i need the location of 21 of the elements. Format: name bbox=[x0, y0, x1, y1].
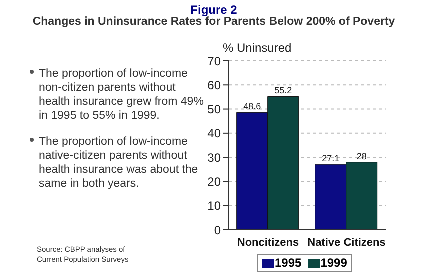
y-tick-label: 60 bbox=[208, 78, 222, 92]
y-tick-label: 40 bbox=[208, 126, 222, 141]
text: The proportion of low-income native-citizen parents without health insurance was about the same in both years. bbox=[39, 136, 198, 190]
chart-title: Figure 2 bbox=[190, 3, 238, 17]
y-tick-label: 70 bbox=[208, 54, 222, 68]
y-tick-label: 50 bbox=[208, 102, 222, 117]
text: The proportion of low-income non-citizen parents without health insurance grew from 49% in 1995 to 55% in 1999. bbox=[39, 68, 204, 122]
y-tick-label: 30 bbox=[208, 150, 222, 165]
y-tick-label: 20 bbox=[208, 174, 222, 189]
data-label: 48.6 bbox=[244, 102, 262, 112]
data-label: 27.1 bbox=[322, 154, 340, 164]
y-axis-title: % Uninsured bbox=[223, 41, 292, 55]
legend-label: 1995 bbox=[274, 256, 302, 270]
data-label: 55.2 bbox=[274, 86, 292, 96]
y-tick-label: 10 bbox=[208, 199, 222, 214]
x-tick-label: Noncitizens bbox=[237, 236, 300, 249]
legend-label: 1999 bbox=[320, 256, 348, 270]
y-tick-label: 0 bbox=[214, 223, 222, 238]
data-label: 28 bbox=[356, 151, 367, 162]
x-tick-label: Native Citizens bbox=[308, 236, 386, 249]
chart-subtitle: Changes in Uninsurance Rates for Parents Below 200% of Poverty bbox=[32, 16, 396, 28]
